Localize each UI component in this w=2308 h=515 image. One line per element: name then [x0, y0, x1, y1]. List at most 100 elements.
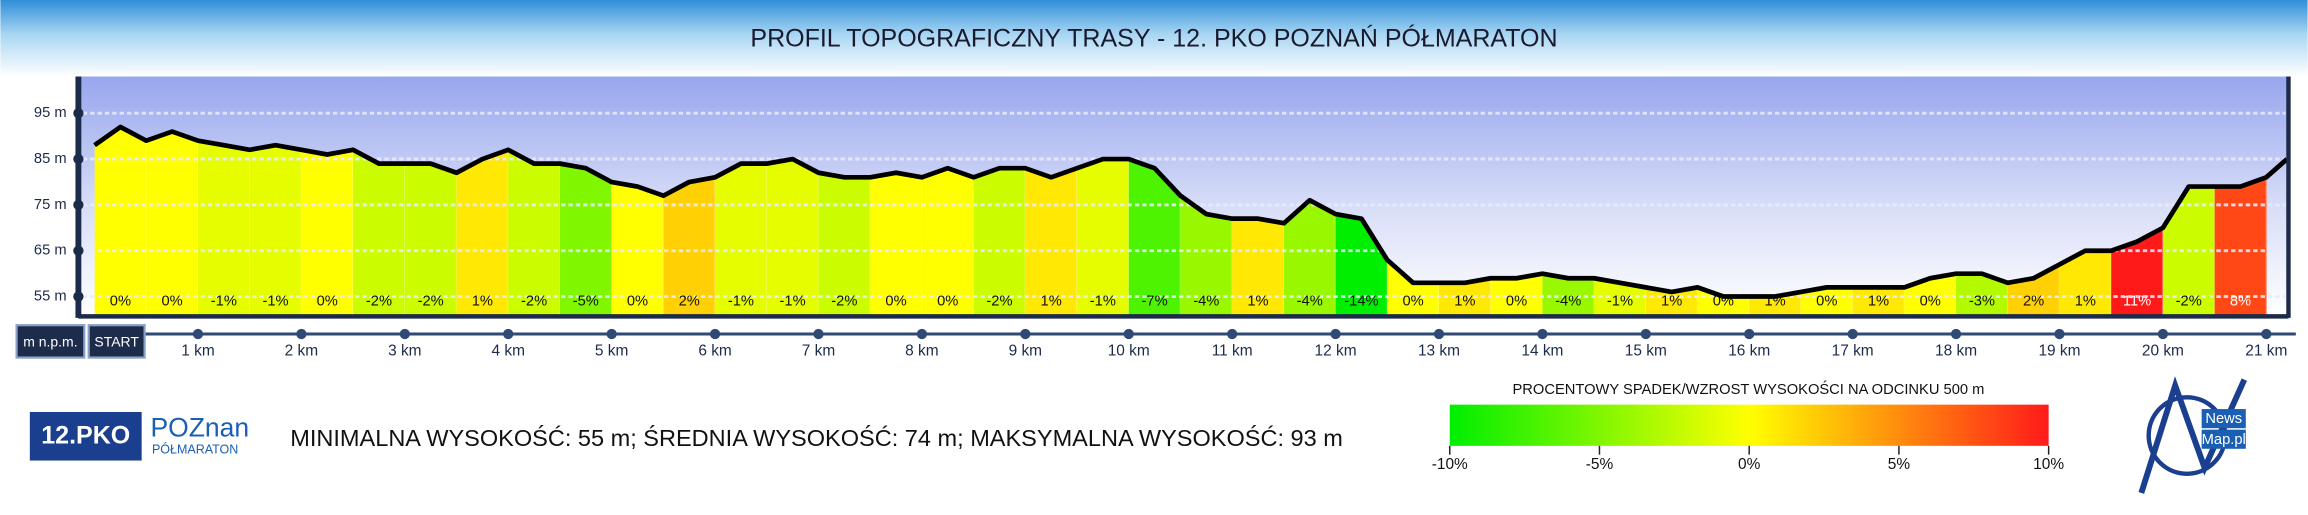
x-tick-mark — [503, 328, 514, 340]
segment-label: -14% — [1344, 294, 1378, 310]
legend-tick-label: 10% — [2033, 456, 2064, 473]
event-logo-box — [29, 412, 142, 461]
segment-label: 1% — [2075, 294, 2096, 310]
x-tick-label: 10 km — [1108, 343, 1150, 360]
x-tick-mark — [2054, 328, 2065, 340]
y-unit-label: m n.p.m. — [23, 334, 77, 350]
segment-label: -4% — [1297, 294, 1323, 310]
segment-label: 1% — [1868, 294, 1889, 310]
logo-box — [2201, 429, 2246, 449]
segment-label: 0% — [885, 294, 906, 310]
segment-label: -4% — [1555, 294, 1581, 310]
chart-title: PROFIL TOPOGRAFICZNY TRASY - 12. PKO POZ… — [750, 23, 1557, 52]
start-label: START — [94, 334, 139, 350]
publisher-logo: News Map.pl — [2138, 376, 2248, 494]
segment-label: 0% — [110, 294, 131, 310]
segment-label: 1% — [1247, 294, 1268, 310]
y-tick-label: 75 m — [34, 197, 67, 213]
segment-label: 11% — [2123, 294, 2151, 310]
x-tick-mark — [606, 328, 617, 340]
city-logo: POZnan — [150, 413, 249, 443]
legend-tick-label: 0% — [1738, 456, 1761, 473]
summary: MINIMALNA WYSOKOŚĆ: 55 m; ŚREDNIA WYSOKO… — [290, 424, 1343, 451]
segment-label: -4% — [1193, 294, 1219, 310]
x-tick-mark — [192, 328, 204, 340]
x-tick-mark — [1433, 328, 1445, 340]
x-tick-label: 19 km — [2038, 343, 2080, 360]
x-tick-label: 4 km — [492, 343, 525, 360]
segment-label: -1% — [1090, 294, 1116, 310]
x-tick-mark — [2157, 328, 2169, 340]
segment-label: 0% — [317, 294, 338, 310]
x-tick-label: 3 km — [388, 343, 421, 360]
segment-label: 0% — [162, 294, 183, 310]
x-tick-label: 6 km — [698, 343, 731, 360]
x-tick-label: 21 km — [2245, 343, 2287, 360]
unit-box — [15, 324, 86, 359]
x-tick-label: 12 km — [1315, 343, 1357, 360]
x-tick-mark — [1537, 328, 1548, 340]
x-tick-mark — [1950, 328, 1962, 340]
y-tick-mark — [73, 199, 84, 211]
y-tick-mark — [73, 153, 84, 165]
legend-tick-label: 5% — [1888, 456, 1911, 473]
segment-label: -1% — [1607, 294, 1633, 310]
y-tick-label: 85 m — [34, 151, 67, 167]
legend-title: PROCENTOWY SPADEK/WZROST WYSOKOŚCI NA OD… — [1512, 380, 1984, 398]
x-tick-label: 16 km — [1728, 343, 1770, 360]
segment-label: 0% — [937, 294, 958, 310]
segment-label: 0% — [1920, 294, 1941, 310]
elevation-line — [93, 124, 2289, 299]
publisher-name: News — [2205, 411, 2242, 427]
x-tick-label: 9 km — [1009, 343, 1042, 360]
segment-label: -1% — [211, 294, 237, 310]
title-banner — [0, 0, 2308, 77]
y-tick-label: 95 m — [34, 105, 67, 121]
x-tick-mark — [709, 328, 721, 340]
x-tick-label: 11 km — [1212, 343, 1253, 360]
segment-label: 8% — [2230, 294, 2251, 310]
segment-label: 1% — [1454, 294, 1475, 310]
y-tick-label: 55 m — [34, 288, 67, 304]
segment-label: 2% — [2023, 294, 2044, 310]
segment-label: -2% — [418, 294, 444, 310]
segment-label: 0% — [1506, 294, 1527, 310]
legend: -10% -5% 0% 5% 10% — [1432, 445, 2064, 473]
segment-label: 1% — [472, 294, 493, 310]
start-box — [87, 324, 146, 359]
legend-tick-label: -10% — [1432, 456, 1468, 473]
segment-label: -1% — [780, 294, 806, 310]
logo-box — [2201, 409, 2246, 429]
segment-label: 2% — [679, 294, 700, 310]
segment-label: 1% — [1041, 294, 1062, 310]
x-tick-label: 20 km — [2142, 343, 2184, 360]
segment-label: -3% — [1969, 294, 1995, 310]
plot-layer: 0% 0% -1% -1% 0% -2% -2% 1% -2% -5% 0% 2% -1% -1% -2% 0… — [82, 111, 2289, 310]
legend-gradient — [1449, 404, 2049, 446]
event-logo: 12.PKO — [41, 422, 130, 450]
segment-label: 0% — [1402, 294, 1423, 310]
segment-label: -7% — [1142, 294, 1168, 310]
y-tick-mark — [73, 108, 84, 119]
segment-label: -1% — [728, 294, 754, 310]
segment-label: -2% — [521, 294, 547, 310]
x-tick-mark — [1123, 328, 1134, 340]
segment-label: -2% — [2176, 294, 2202, 310]
x-tick-mark — [1640, 328, 1651, 340]
segment-label: -5% — [573, 294, 599, 310]
x-tick-mark — [296, 328, 307, 340]
x-tick-label: 17 km — [1832, 343, 1874, 360]
segment-label: -2% — [831, 294, 857, 310]
x-tick-label: 18 km — [1935, 343, 1977, 360]
x-tick-label: 5 km — [595, 343, 628, 360]
x-tick-mark — [916, 328, 928, 340]
segment-label: -2% — [366, 294, 392, 310]
x-tick-label: 15 km — [1625, 343, 1667, 360]
segment-label: -1% — [262, 294, 288, 310]
x-tick-label: 7 km — [802, 343, 835, 360]
x-tick-label: 1 km — [181, 343, 214, 360]
segment-label: 0% — [1816, 294, 1837, 310]
x-tick-mark — [1847, 328, 1858, 340]
x-tick-mark — [1330, 328, 1341, 340]
